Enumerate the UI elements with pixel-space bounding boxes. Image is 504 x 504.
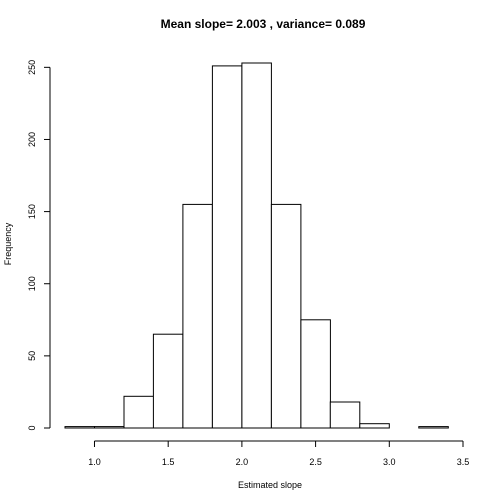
chart-title: Mean slope= 2.003 , variance= 0.089 xyxy=(161,17,366,31)
y-tick-label: 100 xyxy=(27,276,37,291)
histogram-bar xyxy=(270,203,302,429)
histogram-bar xyxy=(152,333,184,429)
x-tick-label: 3.5 xyxy=(457,457,470,467)
y-tick-label: 250 xyxy=(27,60,37,75)
y-tick-label: 50 xyxy=(27,351,37,361)
x-axis-ticks: 1.0 1.5 2.0 2.5 3.0 3.5 xyxy=(88,441,469,467)
x-tick-label: 3.0 xyxy=(383,457,396,467)
x-tick-label: 1.5 xyxy=(162,457,175,467)
x-tick-label: 2.0 xyxy=(236,457,249,467)
histogram-bar xyxy=(182,203,213,429)
x-tick-label: 2.5 xyxy=(309,457,322,467)
x-tick-label: 1.0 xyxy=(88,457,101,467)
y-tick-label: 200 xyxy=(27,132,37,147)
histogram-bar xyxy=(241,62,272,429)
histogram-bar xyxy=(300,319,331,429)
histogram-bar xyxy=(418,426,449,429)
y-tick-label: 150 xyxy=(27,204,37,219)
bars xyxy=(64,62,449,429)
histogram-bar xyxy=(329,401,361,429)
histogram-bar xyxy=(64,426,95,429)
histogram-bar xyxy=(94,426,125,429)
y-axis-label: Frequency xyxy=(3,222,13,265)
y-tick-label: 0 xyxy=(27,425,37,430)
histogram-bar xyxy=(211,65,243,429)
x-axis-label: Estimated slope xyxy=(238,480,302,490)
histogram-bar xyxy=(359,423,390,429)
histogram-bar xyxy=(123,395,154,429)
y-axis-ticks: 0 50 100 150 200 250 xyxy=(27,60,50,431)
